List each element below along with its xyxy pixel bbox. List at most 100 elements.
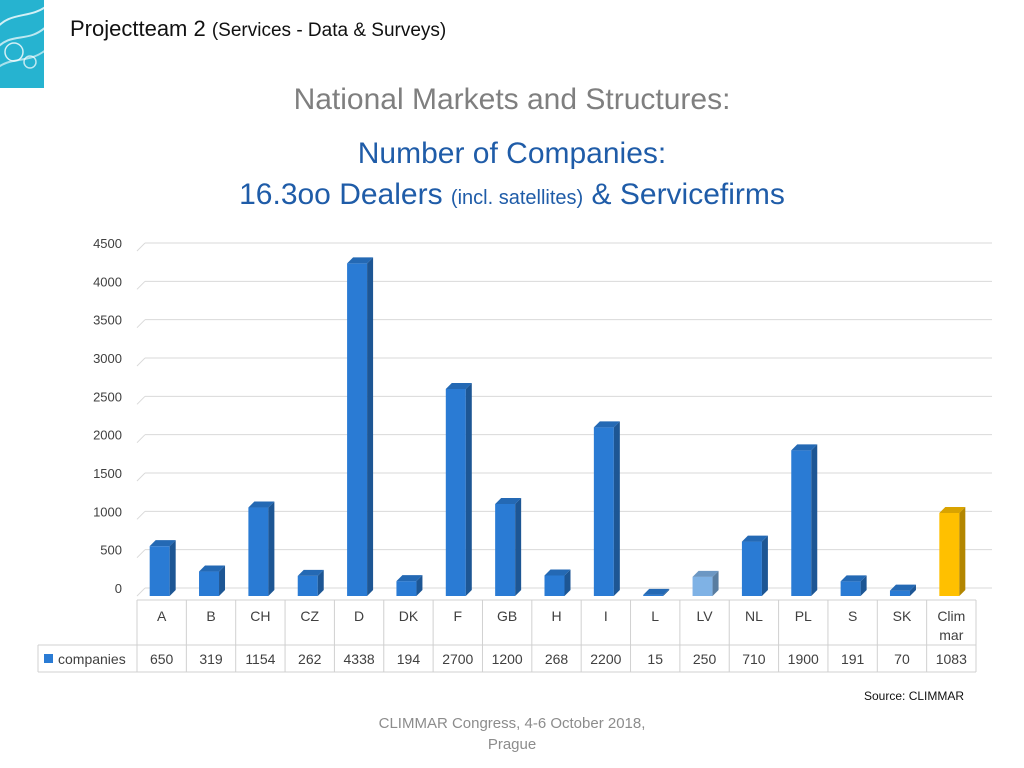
x-tick-label: I [604, 608, 608, 624]
legend-key-companies [44, 654, 53, 663]
x-tick-label: GB [497, 608, 517, 624]
x-tick-label: NL [745, 608, 763, 624]
bar-top [593, 421, 620, 428]
footer-line-1: CLIMMAR Congress, 4-6 October 2018, [378, 715, 646, 732]
bar-a [149, 540, 176, 596]
bar-front [396, 581, 417, 596]
bar-top [199, 565, 226, 572]
x-tick-label: PL [795, 608, 812, 624]
logo [0, 0, 44, 88]
bar-front [347, 263, 368, 596]
bar-top [248, 501, 275, 508]
bar-pl [791, 444, 818, 596]
x-tick-label: B [206, 608, 215, 624]
bar-d [347, 257, 374, 596]
bar-side [712, 570, 719, 596]
source-note: Source: CLIMMAR [864, 689, 965, 703]
y-tick-label: 500 [100, 543, 122, 558]
y-tick-label: 3000 [93, 351, 122, 366]
bar-front [544, 575, 565, 596]
x-tick-label: LV [697, 608, 714, 624]
bar-front [149, 546, 170, 596]
bar-side [416, 575, 423, 596]
header-subtitle: (Services - Data & Surveys) [211, 20, 447, 41]
legend-label-companies: companies [58, 651, 126, 667]
bar-top [297, 569, 324, 576]
bar-ch [248, 501, 275, 596]
data-label: 4338 [344, 651, 375, 667]
bar-front [939, 512, 960, 596]
bar-front [791, 450, 812, 596]
data-label: 1900 [788, 651, 819, 667]
bar-top [347, 257, 374, 264]
x-tick-label: L [651, 608, 659, 624]
y-tick-label: 1500 [93, 466, 122, 481]
bar-side [613, 421, 620, 596]
bar-side [909, 584, 916, 596]
bar-side [268, 501, 275, 596]
y-tick-label: 2000 [93, 428, 122, 443]
bar-front [593, 427, 614, 596]
bar-nl [741, 535, 768, 596]
x-tick-label: S [848, 608, 857, 624]
bar-side [959, 506, 966, 596]
bar-l [643, 588, 670, 596]
header-title: Projectteam 2 [70, 16, 206, 41]
bar-side [317, 569, 324, 596]
gridline-depth [136, 280, 146, 290]
x-tick-label: D [354, 608, 364, 624]
data-label: 2700 [442, 651, 473, 667]
data-label: 15 [647, 651, 663, 667]
footer: CLIMMAR Congress, 4-6 October 2018, Prag… [362, 713, 662, 755]
data-label: 710 [742, 651, 766, 667]
bar-side [515, 498, 522, 596]
gridline-depth [136, 510, 146, 520]
bar-front [889, 590, 910, 596]
y-tick-label: 3500 [93, 313, 122, 328]
data-label: 262 [298, 651, 322, 667]
bar-top [445, 383, 472, 389]
bar-cz [297, 569, 324, 596]
bar-dk [396, 575, 423, 596]
bar-side [219, 565, 226, 596]
x-tick-label: SK [893, 608, 912, 624]
bar-top [692, 570, 719, 577]
bar-top [840, 575, 867, 582]
bar-gb [495, 498, 522, 596]
gridline-depth [136, 587, 146, 597]
bar-front [692, 576, 713, 596]
x-tick-label: mar [939, 627, 963, 643]
data-label: 2200 [590, 651, 621, 667]
gridline-depth [136, 434, 146, 444]
y-tick-label: 2500 [93, 389, 122, 404]
bar-side [564, 569, 571, 596]
bar-sk [889, 584, 916, 596]
y-tick-label: 4000 [93, 274, 122, 289]
gridline-depth [136, 242, 146, 252]
bar-front [741, 541, 762, 596]
heading-line-1: National Markets and Structures: [293, 83, 731, 116]
gridline-depth [136, 395, 146, 405]
bar-side [367, 257, 374, 596]
x-tick-label: CZ [300, 608, 319, 624]
data-label: 650 [150, 651, 174, 667]
x-tick-label: F [454, 608, 463, 624]
heading-dealers: 16.3oo Dealers [239, 178, 443, 211]
bar-clim-mar [939, 506, 966, 596]
x-tick-label: DK [399, 608, 419, 624]
y-tick-label: 0 [115, 581, 122, 596]
bar-front [199, 571, 220, 596]
data-label: 1154 [245, 651, 275, 667]
data-label: 191 [841, 651, 865, 667]
bar-i [593, 421, 620, 596]
gridline-depth [136, 357, 146, 367]
y-tick-label: 4500 [93, 236, 122, 251]
bar-side [465, 383, 472, 596]
gridline-depth [136, 319, 146, 329]
x-tick-label: CH [250, 608, 270, 624]
bar-f [445, 383, 472, 596]
x-tick-label: H [551, 608, 561, 624]
data-label: 1200 [492, 651, 523, 667]
data-label: 319 [199, 651, 223, 667]
bar-top [149, 540, 176, 547]
